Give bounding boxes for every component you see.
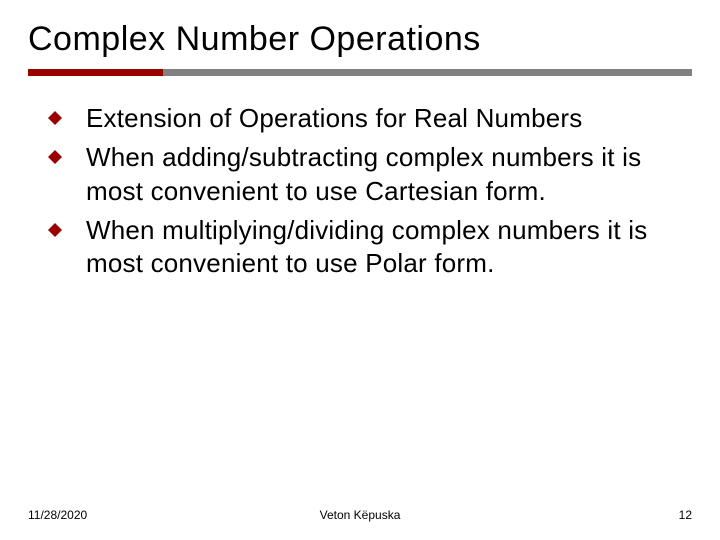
list-item: Extension of Operations for Real Numbers xyxy=(48,102,682,135)
underline-gray xyxy=(163,69,692,76)
list-item: When multiplying/dividing complex number… xyxy=(48,214,682,281)
footer-page-number: 12 xyxy=(679,508,692,522)
underline-accent xyxy=(28,69,163,76)
slide-footer: 11/28/2020 Veton Këpuska 12 xyxy=(28,508,692,522)
diamond-bullet-icon xyxy=(48,223,62,237)
bullet-text: Extension of Operations for Real Numbers xyxy=(86,102,582,135)
footer-date: 11/28/2020 xyxy=(28,508,87,522)
bullet-text: When multiplying/dividing complex number… xyxy=(86,214,682,281)
footer-author: Veton Këpuska xyxy=(320,508,401,522)
diamond-bullet-icon xyxy=(48,111,62,125)
diamond-bullet-icon xyxy=(48,150,62,164)
bullet-text: When adding/subtracting complex numbers … xyxy=(86,141,682,208)
content-area: Extension of Operations for Real Numbers… xyxy=(28,102,692,280)
slide-title: Complex Number Operations xyxy=(28,20,692,59)
title-underline xyxy=(28,69,692,76)
list-item: When adding/subtracting complex numbers … xyxy=(48,141,682,208)
